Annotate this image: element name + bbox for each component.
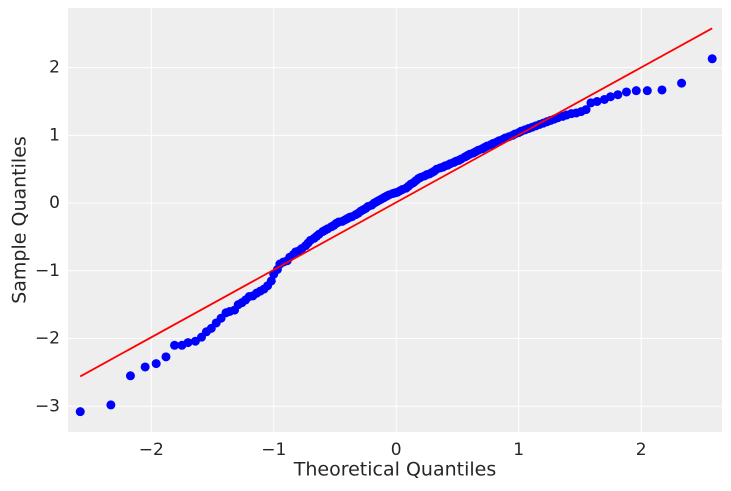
y-tick-label: −2	[35, 329, 60, 349]
y-tick-label: 0	[49, 193, 60, 213]
data-point	[125, 371, 135, 381]
data-point	[613, 90, 623, 100]
data-point	[631, 86, 641, 96]
x-tick-label: −2	[139, 440, 164, 460]
data-point	[161, 352, 171, 362]
y-axis-label: Sample Quantiles	[9, 136, 31, 304]
data-point	[642, 86, 652, 96]
y-tick-label: −3	[35, 396, 60, 416]
data-point	[183, 338, 193, 348]
x-tick-label: 2	[636, 440, 647, 460]
x-tick-label: −1	[261, 440, 286, 460]
y-tick-label: 2	[49, 58, 60, 78]
x-tick-label: 1	[513, 440, 524, 460]
plot-area	[68, 8, 722, 432]
data-point	[151, 359, 161, 369]
data-point	[657, 85, 667, 95]
data-point	[606, 92, 616, 102]
data-point	[707, 54, 717, 64]
x-tick-label: 0	[391, 440, 402, 460]
data-point	[621, 87, 631, 97]
data-point	[581, 105, 591, 115]
data-point	[106, 400, 116, 410]
data-point	[140, 362, 150, 372]
x-axis-label: Theoretical Quantiles	[293, 459, 496, 481]
data-point	[677, 78, 687, 88]
y-tick-label: 1	[49, 125, 60, 145]
data-point	[75, 407, 85, 417]
data-point	[592, 96, 602, 106]
reference-line	[79, 27, 713, 378]
data-point	[170, 340, 180, 350]
y-tick-label: −1	[35, 261, 60, 281]
data-point	[266, 276, 276, 286]
